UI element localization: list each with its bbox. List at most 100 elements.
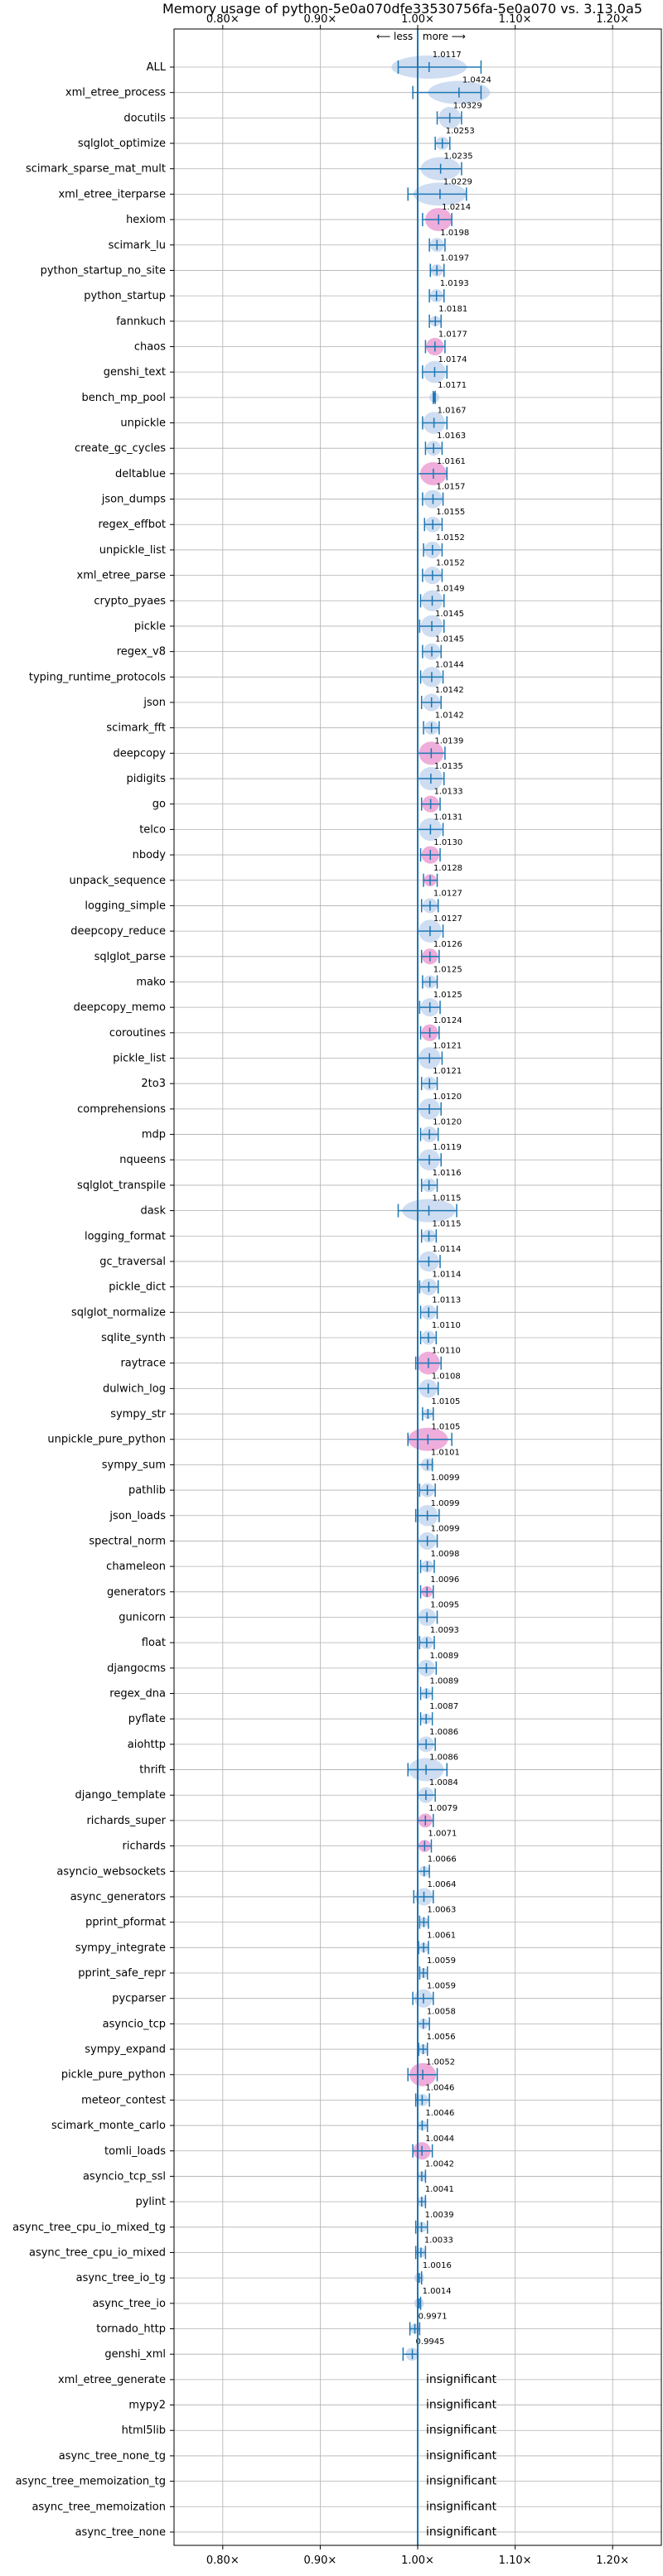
benchmark-name: django_template (75, 1789, 166, 1802)
benchmark-name: scimark_fft (106, 722, 166, 735)
benchmark-row: async_tree_cpu_io_mixed 1.0033 (29, 2236, 661, 2260)
benchmark-name: typing_runtime_protocols (29, 671, 166, 683)
benchmark-row: json_dumps 1.0157 (101, 483, 661, 509)
benchmark-name: sqlglot_normalize (71, 1306, 166, 1319)
benchmark-row: sqlglot_normalize 1.0113 (71, 1295, 661, 1320)
benchmark-row: scimark_fft 1.0142 (106, 712, 661, 736)
value-label: 1.0127 (433, 914, 462, 924)
benchmark-row: tomli_loads 1.0044 (104, 2135, 661, 2160)
benchmark-row: django_template 1.0084 (75, 1778, 661, 1803)
benchmark-name: thrift (139, 1764, 166, 1777)
benchmark-name: gunicorn (119, 1611, 166, 1623)
benchmark-row: thrift 1.0086 (139, 1754, 661, 1782)
value-label: 1.0033 (424, 2236, 453, 2245)
benchmark-row: richards_super 1.0079 (86, 1804, 661, 1828)
benchmark-name: sympy_integrate (75, 1942, 166, 1954)
benchmark-name: xml_etree_iterparse (58, 188, 166, 200)
benchmark-row: deepcopy_memo 1.0125 (74, 991, 661, 1017)
benchmark-row: unpickle 1.0167 (120, 407, 661, 434)
benchmark-name: regex_effbot (98, 519, 166, 531)
value-label: 1.0113 (432, 1295, 461, 1305)
benchmark-row: html5lib insignificant (122, 2424, 661, 2437)
benchmark-name: json_dumps (101, 494, 166, 506)
benchmark-row: regex_effbot 1.0155 (98, 508, 661, 533)
value-label: 1.0121 (433, 1042, 462, 1051)
benchmark-name: pickle_pure_python (61, 2069, 166, 2082)
benchmark-name: async_tree_cpu_io_mixed (29, 2246, 166, 2259)
x-tick-label-bottom: 0.90× (303, 2554, 336, 2567)
benchmark-name: pidigits (127, 773, 167, 785)
value-label: 1.0086 (429, 1754, 458, 1763)
benchmark-row: spectral_norm 1.0099 (89, 1524, 661, 1551)
value-label: 1.0096 (430, 1575, 459, 1585)
benchmark-name: asyncio_websockets (56, 1865, 166, 1878)
benchmark-name: scimark_lu (109, 239, 166, 252)
value-label: 1.0066 (428, 1855, 457, 1864)
benchmark-name: unpack_sequence (69, 875, 166, 887)
benchmark-name: asyncio_tcp_ssl (83, 2170, 166, 2183)
benchmark-row: genshi_xml 0.9945 (104, 2337, 661, 2361)
value-label: 1.0161 (437, 457, 466, 466)
benchmark-name: pathlib (128, 1484, 166, 1497)
value-label: 1.0145 (435, 610, 464, 619)
benchmark-name: asyncio_tcp (103, 2018, 166, 2030)
benchmark-name: pprint_safe_repr (78, 1967, 166, 1980)
benchmark-rows: ALL 1.0117 xml_etree_process 1.0424 docutils… (12, 51, 661, 2539)
value-label: 1.0099 (431, 1499, 460, 1508)
direction-label: ⟵ less | more ⟶ (376, 31, 466, 42)
value-label: 1.0099 (431, 1474, 460, 1483)
value-label: 1.0016 (423, 2261, 452, 2270)
value-label: 1.0056 (427, 2033, 456, 2042)
value-label: 1.0149 (436, 584, 465, 593)
benchmark-row: typing_runtime_protocols 1.0144 (29, 660, 661, 687)
benchmark-name: sqlglot_parse (94, 951, 166, 963)
benchmark-name: pylint (135, 2196, 166, 2208)
insignificant-label: insignificant (426, 2475, 497, 2488)
benchmark-row: pyflate 1.0087 (128, 1702, 661, 1726)
value-label: 1.0116 (433, 1169, 462, 1178)
value-label: 1.0181 (438, 305, 467, 314)
benchmark-row: python_startup 1.0193 (84, 279, 661, 303)
insignificant-label: insignificant (426, 2449, 497, 2463)
benchmark-name: dulwich_log (103, 1382, 166, 1395)
benchmark-name: nqueens (119, 1154, 166, 1166)
benchmark-name: spectral_norm (89, 1535, 166, 1547)
benchmark-name: raytrace (120, 1358, 166, 1370)
value-label: 1.0329 (453, 101, 482, 110)
benchmark-row: unpickle_list 1.0152 (99, 533, 661, 558)
value-label: 1.0105 (431, 1423, 460, 1432)
value-label: 1.0064 (428, 1880, 457, 1889)
value-label: 1.0124 (433, 1016, 462, 1025)
value-label: 1.0079 (428, 1804, 457, 1813)
benchmark-row: deepcopy_reduce 1.0127 (70, 914, 661, 943)
benchmark-name: chameleon (106, 1561, 166, 1573)
value-label: 1.0014 (423, 2287, 452, 2296)
value-label: 0.9945 (416, 2337, 445, 2347)
benchmark-row: async_tree_io 1.0014 (92, 2287, 661, 2310)
benchmark-row: unpack_sequence 1.0128 (69, 864, 661, 887)
benchmark-name: json (143, 697, 166, 709)
value-label: 1.0093 (430, 1626, 459, 1635)
value-label: 1.0061 (427, 1931, 456, 1940)
benchmark-row: create_gc_cycles 1.0163 (75, 432, 661, 456)
benchmark-name: tomli_loads (104, 2145, 166, 2158)
value-label: 1.0121 (433, 1067, 462, 1076)
value-label: 1.0120 (433, 1118, 462, 1127)
value-label: 1.0424 (462, 76, 491, 85)
benchmark-row: fannkuch 1.0181 (116, 305, 661, 328)
value-label: 1.0084 (429, 1778, 458, 1787)
benchmark-name: python_startup (84, 290, 166, 302)
value-label: 1.0167 (438, 407, 467, 416)
benchmark-name: coroutines (109, 1027, 166, 1040)
benchmark-row: nbody 1.0130 (133, 838, 661, 864)
value-label: 1.0139 (434, 736, 463, 745)
benchmark-row: aiohttp 1.0086 (128, 1728, 661, 1753)
value-label: 1.0098 (431, 1550, 460, 1559)
benchmark-row: crypto_pyaes 1.0149 (94, 584, 661, 611)
plot-frame (173, 28, 662, 2546)
benchmark-row: mypy2 insignificant (128, 2399, 661, 2412)
benchmark-row: pickle_list 1.0121 (113, 1042, 661, 1069)
benchmark-name: regex_v8 (117, 646, 166, 658)
value-label: 1.0157 (436, 483, 465, 492)
value-label: 1.0120 (433, 1093, 462, 1102)
